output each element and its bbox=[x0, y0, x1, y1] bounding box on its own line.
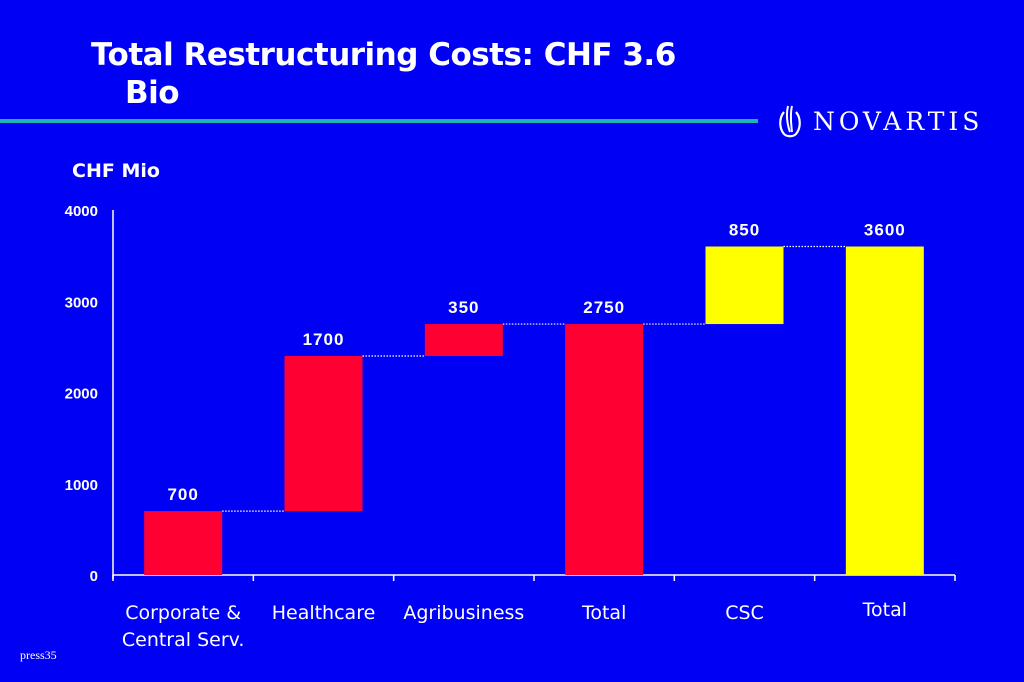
title-line-1: Total Restructuring Costs: CHF 3.6 bbox=[91, 37, 676, 73]
category-label-line: Agribusiness bbox=[403, 602, 525, 624]
category-label-line: Total bbox=[581, 602, 627, 624]
category-label-line: Central Serv. bbox=[121, 629, 245, 651]
bar-6 bbox=[845, 246, 924, 575]
data-label: 1700 bbox=[303, 330, 345, 349]
flame-logo-icon bbox=[779, 105, 801, 138]
category-label: Total bbox=[582, 600, 626, 627]
slide-footer: press35 bbox=[20, 648, 57, 662]
y-tick-label: 2000 bbox=[65, 386, 98, 403]
data-label: 700 bbox=[167, 485, 198, 504]
title-line-2: Bio bbox=[125, 75, 180, 111]
novartis-logo: NOVARTIS bbox=[775, 104, 983, 138]
data-label: 2750 bbox=[583, 298, 625, 317]
y-axis-unit-label: CHF Mio bbox=[72, 160, 160, 182]
category-label: Agribusiness bbox=[403, 600, 524, 627]
title-divider bbox=[0, 119, 758, 123]
category-label: CSC bbox=[725, 600, 764, 627]
data-label: 3600 bbox=[864, 221, 906, 240]
logo-wordmark: NOVARTIS bbox=[813, 106, 984, 136]
y-tick-label: 4000 bbox=[65, 203, 98, 220]
category-label-line: CSC bbox=[725, 602, 764, 624]
category-label: Total bbox=[863, 597, 907, 624]
bar-2 bbox=[284, 356, 363, 512]
y-tick-label: 3000 bbox=[65, 294, 98, 311]
bar-5 bbox=[705, 246, 784, 325]
y-tick-label: 0 bbox=[90, 568, 98, 585]
category-label: Healthcare bbox=[272, 600, 376, 627]
category-label-line: Total bbox=[862, 599, 908, 621]
y-tick-label: 1000 bbox=[65, 477, 98, 494]
data-label: 850 bbox=[729, 221, 760, 240]
category-label-line: Healthcare bbox=[271, 602, 376, 624]
bar-3 bbox=[424, 324, 503, 356]
slide-title: Total Restructuring Costs: CHF 3.6 Bio bbox=[91, 36, 676, 112]
bar-4 bbox=[565, 324, 644, 575]
bar-1 bbox=[144, 511, 223, 575]
category-label: Corporate & Central Serv. bbox=[122, 600, 245, 654]
category-label-line: Corporate & bbox=[125, 602, 242, 624]
data-label: 350 bbox=[448, 298, 479, 317]
